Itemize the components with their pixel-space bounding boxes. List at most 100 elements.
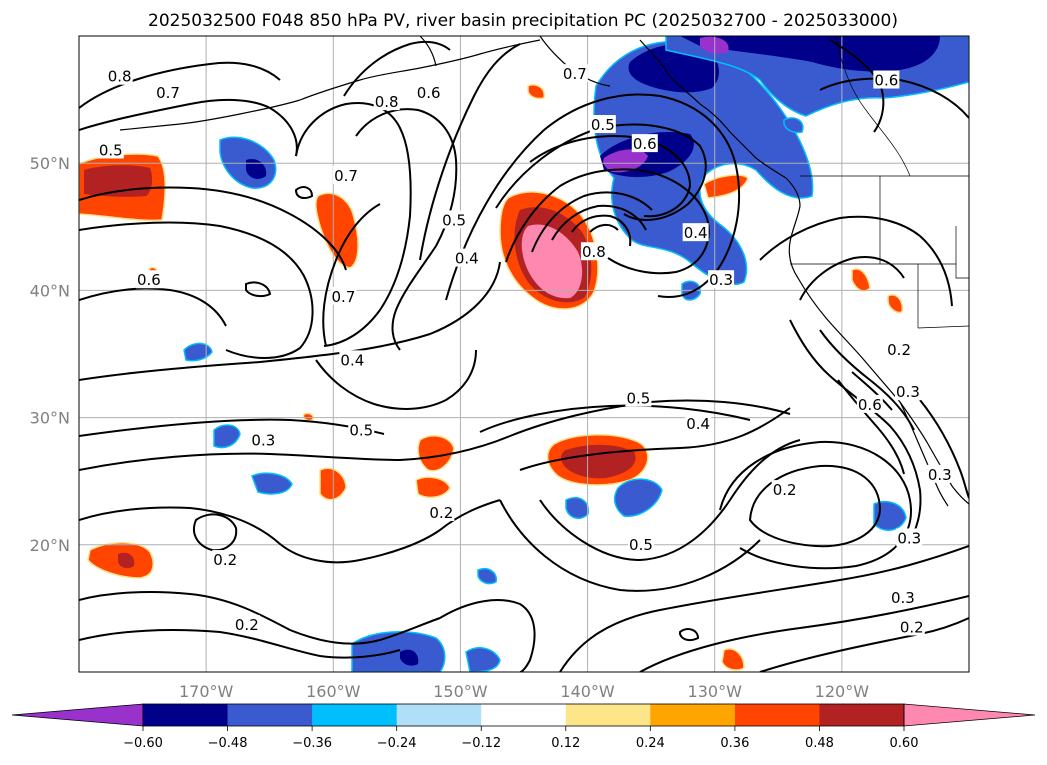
contour-label-background	[339, 350, 366, 369]
canada-province-border	[835, 36, 911, 177]
contour-label-background	[155, 83, 181, 102]
contour-label: 0.7	[563, 65, 587, 83]
longitude-label: 170°W	[179, 682, 234, 701]
pv-contour	[559, 545, 969, 672]
colorbar-tick-label: 0.60	[890, 736, 919, 751]
pv-contour	[531, 191, 653, 253]
pv-contour	[294, 186, 314, 199]
contour-label-background	[896, 528, 923, 547]
pv-contour	[79, 186, 347, 271]
contour-label: 0.5	[629, 536, 653, 554]
alaska-peninsula-coastline	[299, 39, 541, 101]
negative-anomaly-core	[400, 649, 419, 666]
colorbar-tick-label: −0.36	[292, 736, 332, 751]
contour-label-background	[106, 66, 133, 85]
contour-label-background	[627, 534, 654, 553]
contour-label: 0.3	[928, 466, 952, 484]
negative-anomaly-region	[213, 424, 241, 449]
positive-anomaly-region	[887, 294, 904, 314]
negative-anomaly-region	[783, 117, 804, 134]
longitude-labels: 170°W 160°W 150°W 140°W 130°W 120°W	[179, 682, 869, 701]
contour-label: 0.8	[375, 93, 399, 111]
contour-label-background	[625, 388, 652, 407]
contour-label: 0.2	[213, 551, 237, 569]
colorbar-tick-label: 0.12	[551, 736, 580, 751]
contour-label-background	[415, 83, 442, 102]
contour-label: 0.2	[235, 616, 259, 634]
contour-label-background	[889, 588, 916, 607]
contour-label: 0.4	[340, 351, 364, 369]
map-frame	[78, 35, 970, 673]
pv-contour	[851, 371, 893, 411]
pv-contour	[193, 513, 238, 552]
colorbar-extend-low	[11, 703, 144, 727]
contour-labels: 0.8 0.7 0.5 0.7 0.8 0.6 0.5 0.4 0.6 0.7 0.5 0.6 0.8 0…	[97, 64, 953, 636]
pv-contour	[495, 123, 707, 221]
colorbar-segment	[143, 704, 229, 726]
contour-label: 0.5	[626, 390, 650, 408]
positive-anomaly-core	[84, 165, 153, 197]
contour-label: 0.3	[896, 383, 920, 401]
pv-contour	[748, 464, 882, 548]
contour-label: 0.7	[334, 167, 358, 185]
pv-contour	[439, 599, 536, 672]
colorbar-segment	[819, 704, 905, 726]
pv-contour	[499, 499, 761, 592]
pv-contour	[551, 204, 647, 241]
contour-label-background	[233, 614, 260, 633]
pv-contour	[505, 168, 710, 275]
state-border	[790, 176, 969, 328]
longitude-label: 140°W	[560, 682, 615, 701]
negative-anomaly-region	[351, 631, 446, 672]
contour-label-background	[886, 340, 913, 359]
colorbar-segment	[481, 704, 567, 726]
political-borders	[790, 36, 969, 329]
negative-anomaly-region	[613, 478, 663, 517]
contour-label: 0.6	[633, 135, 657, 153]
pv-contour	[479, 404, 751, 433]
contour-label-background	[631, 134, 658, 153]
pv-contour	[79, 98, 298, 157]
pv-contour	[519, 407, 791, 471]
negative-anomaly-region	[477, 568, 497, 585]
positive-anomaly-region	[415, 476, 451, 499]
pv-contour	[759, 617, 969, 672]
latitude-label: 20°N	[30, 536, 70, 555]
contour-label-background	[97, 140, 124, 159]
pv-contour	[679, 628, 700, 642]
pv-contour	[343, 41, 451, 97]
north-america-coastline	[639, 39, 969, 505]
colorbar-segment	[227, 704, 313, 726]
colorbar-tick-label: 0.36	[720, 736, 749, 751]
contour-label: 0.5	[349, 421, 373, 439]
negative-anomaly-region	[873, 500, 907, 531]
contour-label-background	[856, 394, 883, 413]
pv-contour	[315, 349, 477, 410]
contour-label: 0.8	[582, 243, 606, 261]
positive-anomaly-region	[527, 84, 545, 100]
pv-contour	[719, 440, 912, 570]
latitude-label: 40°N	[30, 281, 70, 300]
contour-label: 0.2	[773, 481, 797, 499]
negative-anomaly-core	[246, 158, 267, 179]
longitude-label: 130°W	[688, 682, 743, 701]
contour-label-background	[250, 430, 277, 449]
positive-anomaly-region	[851, 268, 871, 292]
pv-contour	[245, 281, 272, 298]
contour-label: 0.3	[891, 589, 915, 607]
pv-contour	[819, 77, 969, 119]
contour-label: 0.2	[887, 341, 911, 359]
contour-label: 0.3	[251, 431, 275, 449]
contour-label-background	[428, 503, 455, 521]
pv-contour	[79, 591, 441, 645]
colorbar-segment	[396, 704, 482, 726]
contour-label-background	[330, 286, 357, 305]
pv-contour	[539, 439, 801, 562]
pv-contour	[819, 329, 915, 431]
pv-contour	[789, 319, 922, 547]
contour-label-background	[580, 242, 607, 261]
pv-contour	[79, 629, 401, 659]
figure-title: 2025032500 F048 850 hPa PV, river basin …	[148, 11, 898, 31]
pv-contour	[79, 399, 791, 471]
colorbar-segment	[565, 704, 651, 726]
